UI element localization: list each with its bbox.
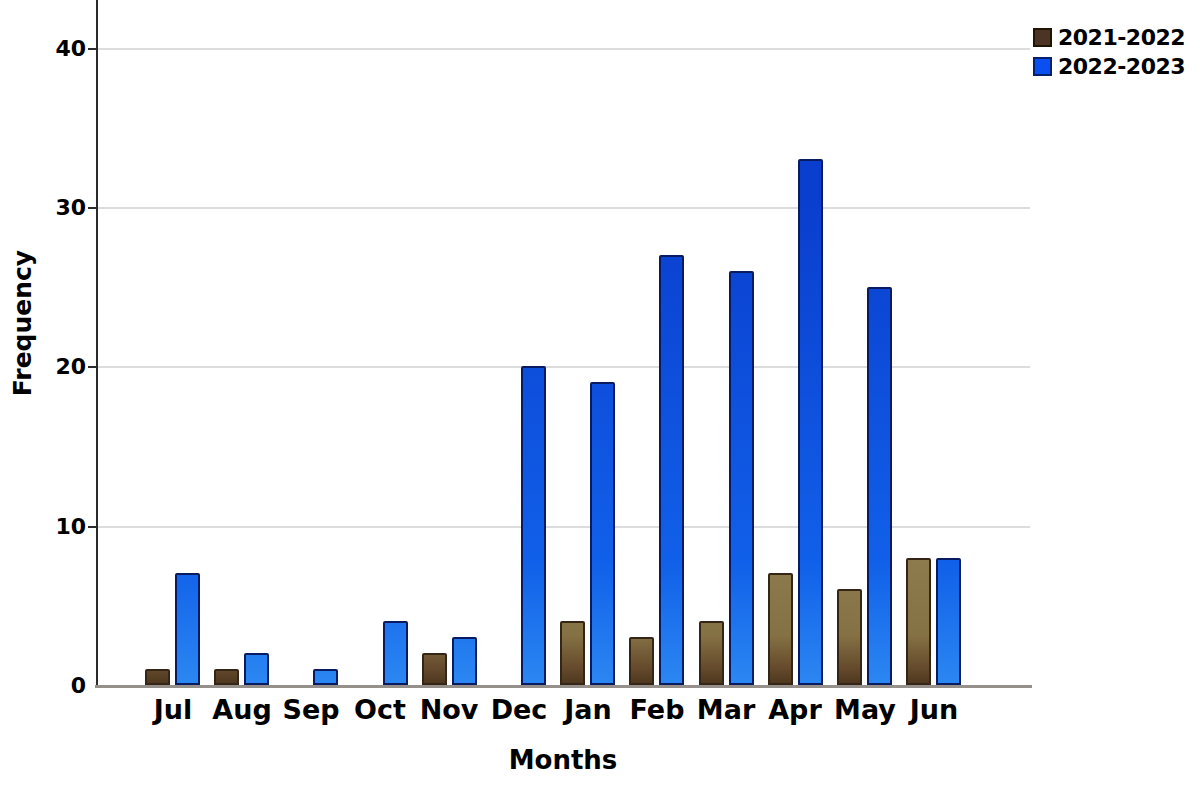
y-tick-label: 0 (30, 673, 86, 699)
legend-swatch-2021-2022 (1033, 28, 1052, 47)
x-tick-label: Jun (889, 694, 979, 726)
bar-2021-2022-feb (629, 637, 654, 685)
y-tick-label: 40 (30, 36, 86, 62)
y-tick-label: 30 (30, 195, 86, 221)
bar-2022-2023-feb (659, 255, 684, 685)
gridline (97, 48, 1030, 50)
bar-2022-2023-aug (244, 653, 269, 685)
bar-2021-2022-mar (699, 621, 724, 685)
bar-2022-2023-jul (175, 573, 200, 685)
y-axis-tickmark (88, 526, 97, 528)
y-tick-label: 10 (30, 514, 86, 540)
bar-chart-figure: 010203040 JulAugSepOctNovDecJanFebMarApr… (0, 0, 1200, 794)
bar-2022-2023-dec (521, 366, 546, 685)
bar-2021-2022-apr (768, 573, 793, 685)
bar-2021-2022-may (837, 589, 862, 685)
bar-2022-2023-apr (798, 159, 823, 685)
bar-2021-2022-jun (906, 558, 931, 685)
bar-2021-2022-nov (422, 653, 447, 685)
bar-2021-2022-jul (145, 669, 170, 685)
bar-2022-2023-oct (383, 621, 408, 685)
bar-2022-2023-jan (590, 382, 615, 685)
bar-2022-2023-sep (313, 669, 338, 685)
bar-2021-2022-jan (560, 621, 585, 685)
y-axis-title: Frequency (8, 203, 38, 443)
gridline (97, 207, 1030, 209)
legend-label: 2022-2023 (1058, 54, 1185, 79)
x-axis-title: Months (463, 745, 663, 775)
legend-item-2022-2023: 2022-2023 (1033, 54, 1185, 79)
legend-label: 2021-2022 (1058, 25, 1185, 50)
y-axis-tickmark (88, 48, 97, 50)
y-axis-tickmark (88, 207, 97, 209)
legend-swatch-2022-2023 (1033, 57, 1052, 76)
bar-2022-2023-may (867, 287, 892, 685)
plot-area (97, 0, 1032, 685)
bar-2022-2023-mar (729, 271, 754, 685)
y-axis-tickmark (88, 366, 97, 368)
y-tick-label: 20 (30, 354, 86, 380)
legend-item-2021-2022: 2021-2022 (1033, 25, 1185, 50)
bar-2021-2022-aug (214, 669, 239, 685)
bar-2022-2023-jun (936, 558, 961, 685)
bar-2022-2023-nov (452, 637, 477, 685)
y-axis-line (96, 0, 98, 685)
x-axis-line (95, 685, 1032, 688)
legend: 2021-2022 2022-2023 (1033, 25, 1185, 79)
